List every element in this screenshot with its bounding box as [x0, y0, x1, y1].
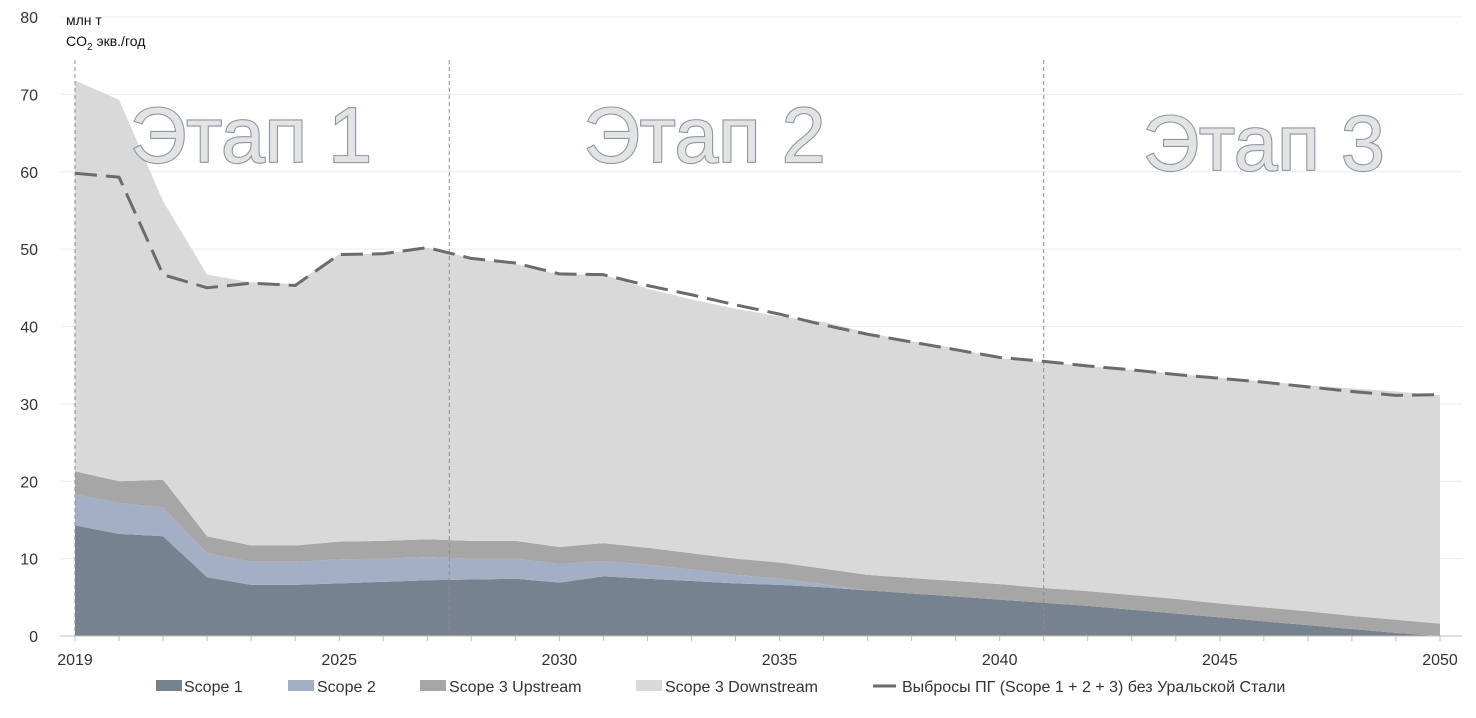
y-tick-label-0: 0 — [29, 629, 38, 646]
legend-label-scope3-downstream: Scope 3 Downstream — [665, 679, 818, 696]
x-tick-label-2040: 2040 — [982, 652, 1018, 669]
area-scope-1 — [75, 525, 1440, 636]
legend: Scope 1 Scope 2 Scope 3 Upstream Scope 3… — [156, 679, 1285, 696]
y-tick-label-70: 70 — [20, 87, 38, 104]
y-tick-label-40: 40 — [20, 320, 38, 337]
area-scope-2 — [75, 494, 1440, 636]
stage-label-2: Этап 2 — [584, 91, 826, 179]
y-tick-labels: 0 10 20 30 40 50 60 70 80 — [20, 10, 38, 646]
legend-label-scope2: Scope 2 — [317, 679, 376, 696]
legend-label-scope1: Scope 1 — [184, 679, 243, 696]
unit-label-sub: 2 — [87, 42, 93, 53]
y-tick-label-10: 10 — [20, 552, 38, 569]
y-tick-label-80: 80 — [20, 10, 38, 27]
stage-label-1: Этап 1 — [130, 91, 372, 179]
legend-label-scope3-upstream: Scope 3 Upstream — [449, 679, 582, 696]
x-tick-label-2035: 2035 — [762, 652, 798, 669]
legend-swatch-scope3-downstream — [636, 680, 662, 691]
area-scope-3-upstream — [75, 471, 1440, 636]
x-tick-label-2050: 2050 — [1422, 652, 1458, 669]
y-tick-label-30: 30 — [20, 397, 38, 414]
x-tick-label-2025: 2025 — [321, 652, 357, 669]
unit-label-line2: CO2 экв./год — [66, 33, 145, 53]
stage-label-3: Этап 3 — [1143, 99, 1385, 187]
y-tick-label-20: 20 — [20, 474, 38, 491]
area-scope-3-downstream — [75, 80, 1440, 624]
legend-swatch-scope1 — [156, 680, 182, 691]
phase-divider-layer — [74, 60, 1045, 636]
legend-swatch-scope3-upstream — [420, 680, 446, 691]
unit-label-co: CO — [66, 33, 87, 49]
x-tick-label-2045: 2045 — [1202, 652, 1238, 669]
unit-label-line1: млн т — [66, 12, 102, 28]
x-tick-labels: 2019 2025 2030 2035 2040 2045 2050 — [57, 652, 1458, 669]
area-layer — [75, 80, 1440, 636]
total-emissions-line — [74, 171, 1441, 397]
legend-label-line: Выбросы ПГ (Scope 1 + 2 + 3) без Уральск… — [902, 679, 1285, 696]
line-layer — [74, 171, 1441, 397]
x-tick-label-2030: 2030 — [542, 652, 578, 669]
x-tick-label-2019: 2019 — [57, 652, 93, 669]
y-tick-label-60: 60 — [20, 165, 38, 182]
y-tick-label-50: 50 — [20, 242, 38, 259]
stage-labels: Этап 1 Этап 2 Этап 3 — [129, 90, 1386, 188]
axis-layer — [60, 635, 1462, 641]
legend-swatch-scope2 — [288, 680, 314, 691]
unit-label-rest: экв./год — [93, 33, 146, 49]
